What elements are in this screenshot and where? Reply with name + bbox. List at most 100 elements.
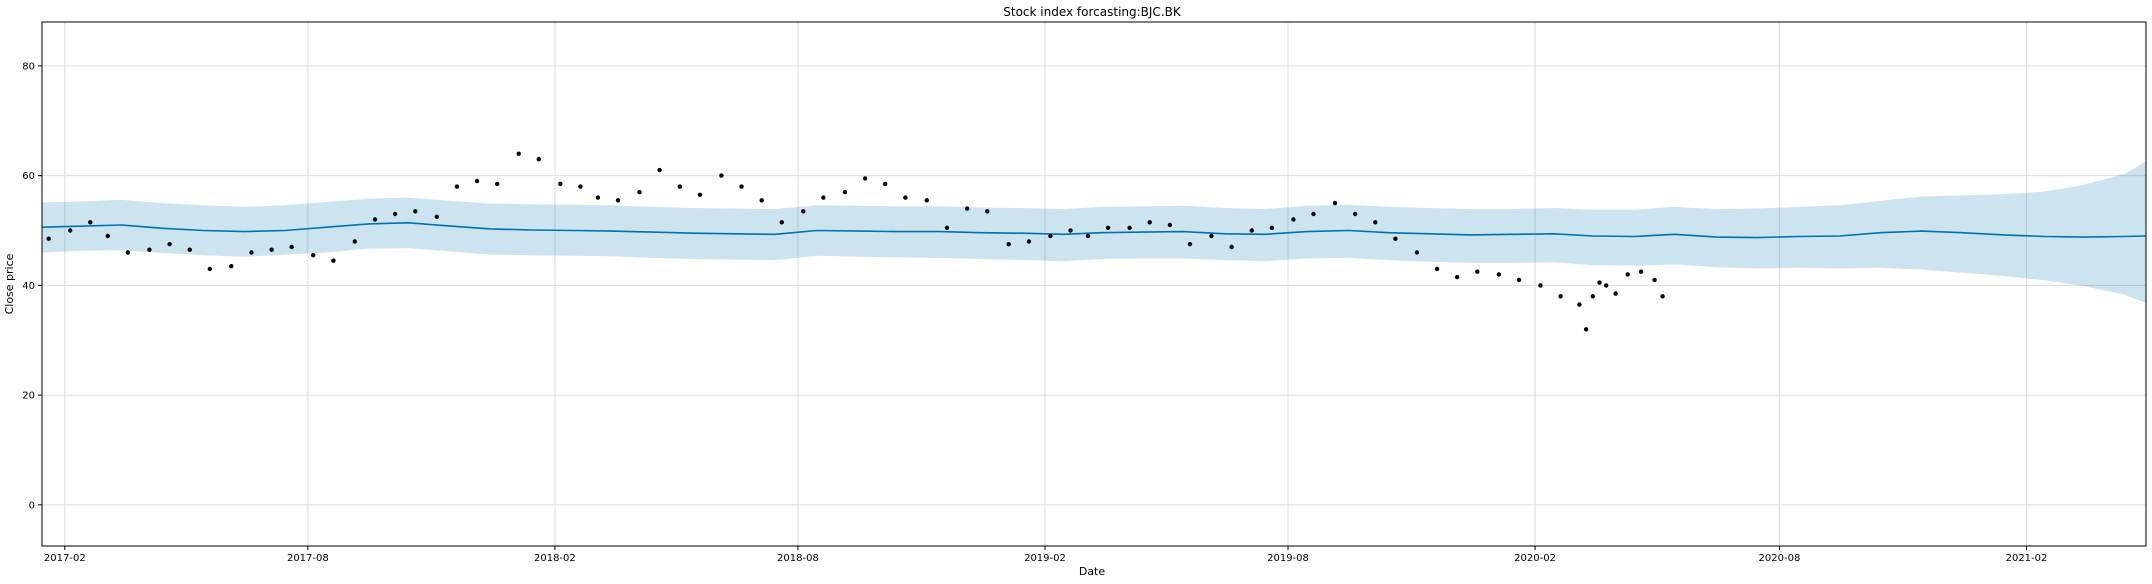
forecast-line (41, 221, 2147, 239)
actual-point (105, 233, 111, 239)
actual-point (1311, 211, 1316, 217)
y-axis-ticks: 0 20 40 60 80 (22, 61, 42, 511)
actual-point (229, 264, 234, 269)
actual-point (1590, 294, 1596, 299)
actual-point (392, 211, 398, 217)
actual-point (1068, 228, 1073, 233)
uncertainty-band-layer (42, 161, 2146, 303)
actual-point (779, 220, 784, 225)
y-axis-label: Close price (3, 253, 16, 314)
actual-point (1229, 244, 1234, 250)
y-tick-label: 0 (29, 500, 35, 511)
actual-point (516, 151, 521, 156)
actual-point (46, 236, 51, 241)
actual-point (536, 157, 541, 162)
actual-point (558, 181, 563, 187)
actual-point (1604, 283, 1609, 288)
actual-point (1048, 233, 1053, 239)
actual-point (1613, 291, 1618, 296)
x-tick-label: 2021-02 (2006, 553, 2048, 564)
actual-point (88, 220, 93, 225)
actual-point (1558, 294, 1563, 299)
actual-point (187, 247, 192, 252)
actual-point (1291, 217, 1296, 222)
actual-point (1660, 294, 1665, 299)
actual-point (1538, 283, 1543, 288)
chart-title: Stock index forcasting:BJC.BK (1003, 5, 1182, 19)
actual-point (862, 176, 868, 181)
actual-point (207, 266, 212, 272)
y-tick-label: 80 (22, 61, 35, 72)
x-tick-label: 2017-02 (44, 553, 86, 564)
forecast-line-layer (41, 221, 2147, 239)
actual-point (1127, 225, 1132, 230)
actual-point (1332, 200, 1338, 206)
x-tick-label: 2020-02 (1514, 553, 1556, 564)
actual-point (1353, 211, 1358, 217)
plot-frame (41, 21, 2147, 547)
actual-point (759, 198, 764, 203)
actual-point (1434, 266, 1440, 272)
actual-point (147, 247, 152, 252)
actual-point (842, 189, 848, 195)
actual-point (1583, 327, 1589, 332)
grid (42, 22, 2146, 546)
actual-point (1393, 236, 1398, 241)
actual-point (434, 214, 439, 219)
actual-point (269, 247, 274, 252)
actual-point (1269, 225, 1275, 230)
x-tick-label: 2018-02 (534, 553, 576, 564)
actual-point (821, 195, 826, 200)
actual-point (1209, 233, 1214, 239)
actual-point (1577, 302, 1582, 307)
actual-point (1187, 242, 1193, 247)
actual-point (964, 206, 970, 211)
actual-point (167, 242, 172, 247)
x-axis-ticks: 2017-02 2017-08 2018-02 2018-08 2019-02 2019-… (44, 546, 2047, 564)
actual-point (289, 244, 294, 250)
uncertainty-band (42, 161, 2146, 303)
y-tick-label: 60 (22, 171, 35, 182)
x-tick-label: 2017-08 (287, 553, 329, 564)
actual-point (249, 250, 254, 255)
actual-point (1006, 242, 1011, 247)
actual-point (1085, 233, 1091, 239)
actual-point (637, 189, 642, 195)
actual-point (677, 184, 682, 189)
actual-point (1516, 277, 1522, 283)
actual-point (578, 184, 583, 189)
actual-point (1475, 269, 1480, 274)
actual-point (1638, 269, 1644, 274)
x-tick-label: 2019-02 (1024, 553, 1066, 564)
actual-point (657, 167, 662, 173)
actual-point (944, 225, 950, 230)
actual-point (903, 195, 908, 200)
actual-points-layer (46, 151, 1665, 332)
actual-point (1147, 220, 1152, 225)
actual-point (801, 209, 806, 214)
actual-point (352, 239, 357, 244)
y-tick-label: 40 (22, 281, 35, 292)
actual-point (372, 217, 378, 222)
actual-point (413, 209, 418, 214)
actual-point (1414, 250, 1420, 255)
actual-point (615, 198, 621, 203)
actual-point (495, 181, 500, 187)
actual-point (1652, 277, 1657, 283)
actual-point (311, 253, 316, 258)
actual-point (1496, 272, 1502, 277)
actual-point (125, 250, 131, 255)
actual-point (1625, 272, 1630, 277)
y-tick-label: 20 (22, 391, 35, 402)
actual-point (719, 173, 724, 178)
x-tick-label: 2020-08 (1759, 553, 1801, 564)
actual-point (1026, 239, 1032, 244)
actual-point (68, 228, 73, 233)
x-axis-label: Date (1079, 565, 1106, 578)
actual-point (924, 198, 929, 203)
actual-point (1597, 280, 1602, 285)
x-tick-label: 2018-08 (777, 553, 819, 564)
actual-point (1167, 222, 1173, 228)
